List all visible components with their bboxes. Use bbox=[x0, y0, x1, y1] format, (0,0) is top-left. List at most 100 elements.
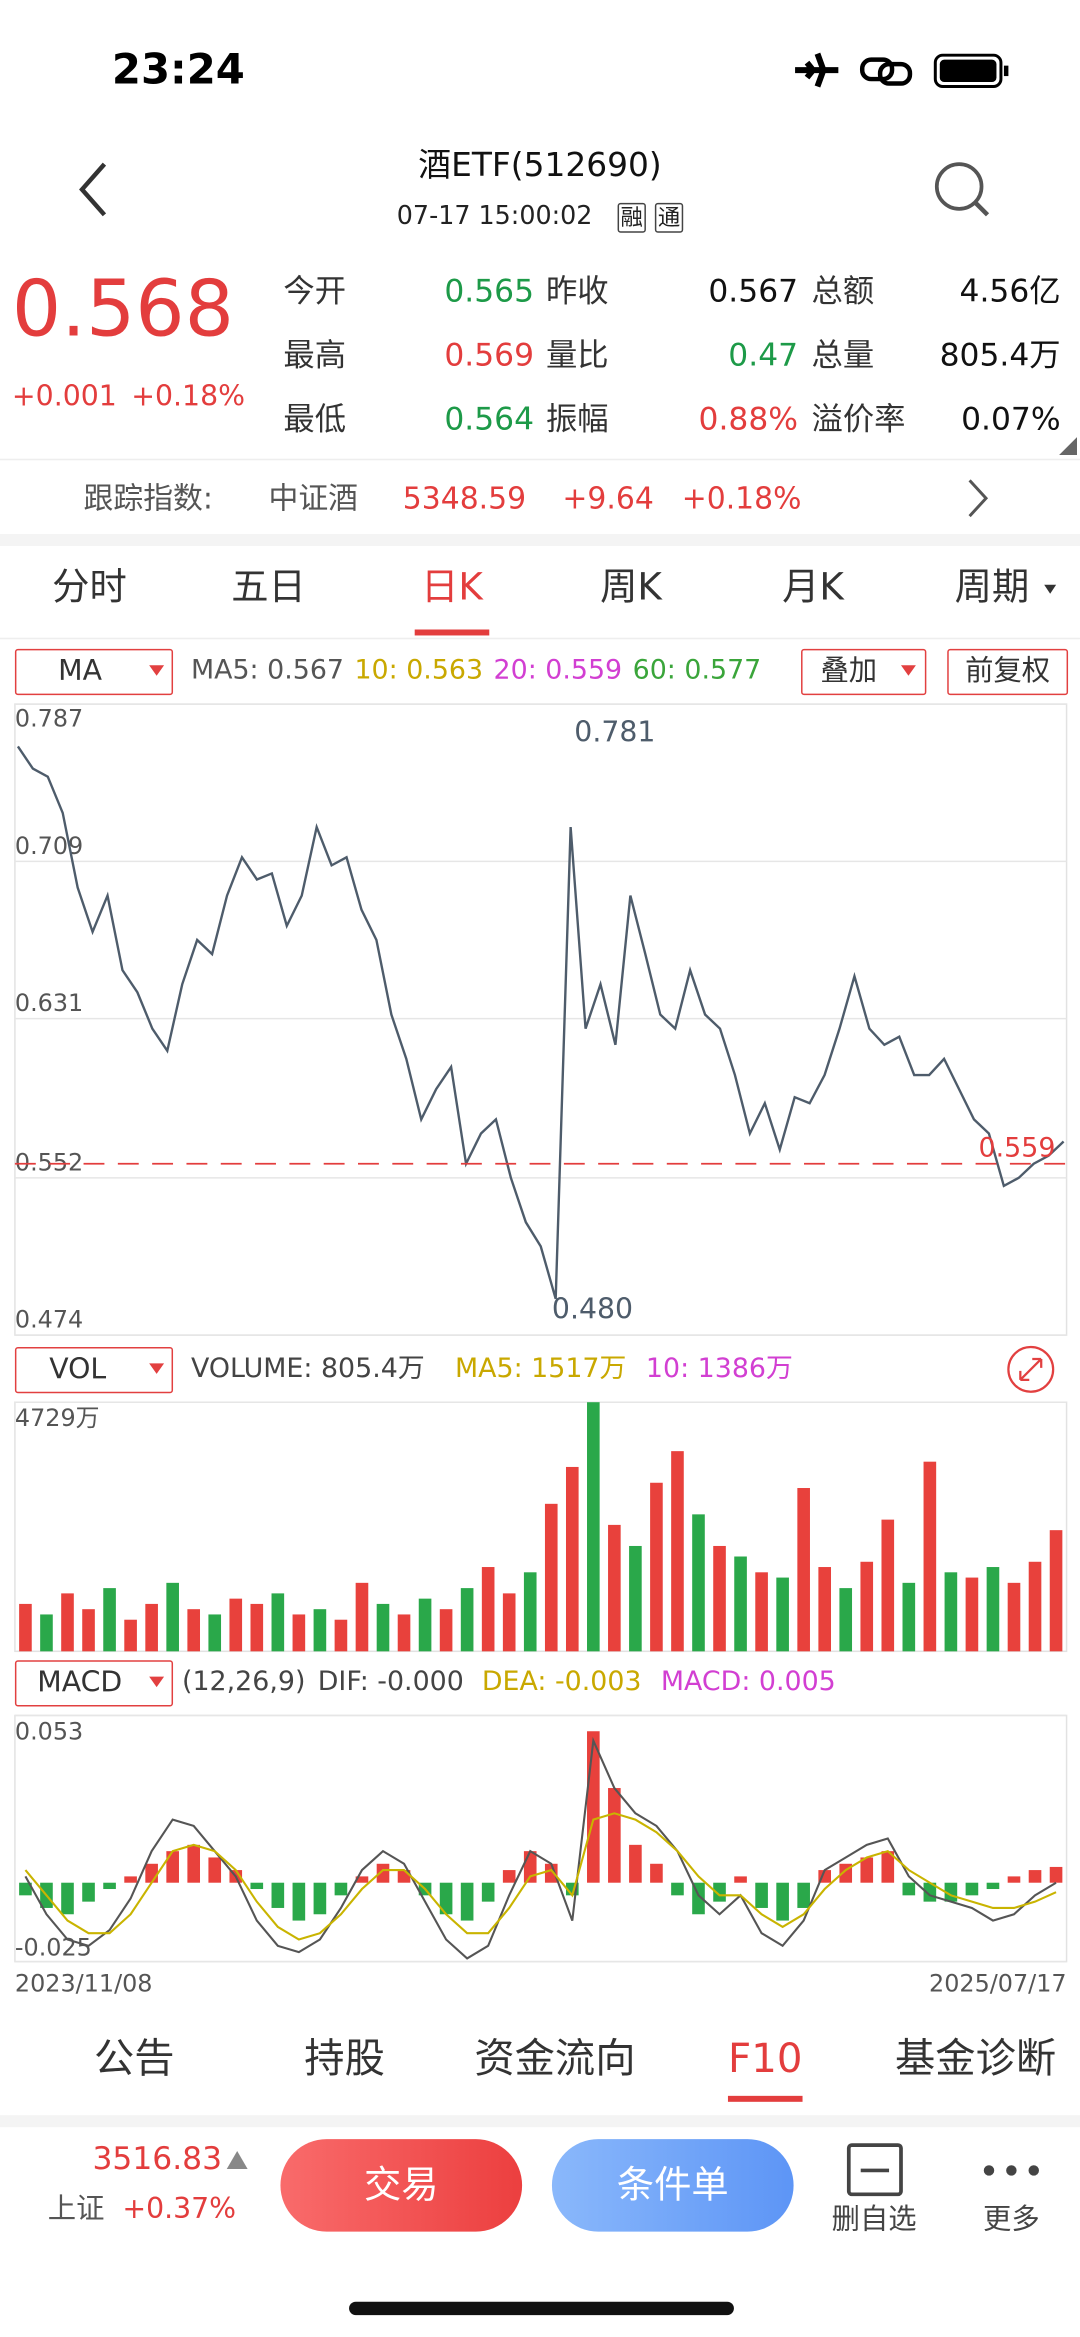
volume-bar bbox=[944, 1572, 958, 1652]
vol-selector[interactable]: VOL bbox=[14, 1347, 174, 1394]
period-tab[interactable]: 日K bbox=[421, 565, 483, 609]
ma-value: MA5: 0.567 bbox=[190, 655, 345, 687]
stat-label: 振幅 bbox=[545, 401, 609, 438]
battery-icon bbox=[933, 53, 1003, 89]
y-tick-label: 0.709 bbox=[15, 832, 83, 860]
more-dot bbox=[1028, 2165, 1039, 2176]
volume-bar bbox=[818, 1567, 832, 1652]
macd-bar bbox=[1049, 1866, 1063, 1883]
condition-button[interactable] bbox=[551, 2139, 794, 2232]
index-chevron[interactable] bbox=[968, 479, 989, 518]
volume-bar bbox=[587, 1402, 600, 1652]
volume-ma10: 10: 1386万 bbox=[645, 1353, 793, 1385]
macd-bar bbox=[481, 1882, 495, 1902]
battery-level bbox=[939, 59, 997, 83]
volume-bar bbox=[187, 1609, 201, 1652]
period-tab[interactable]: 周期 bbox=[954, 565, 1030, 609]
macd-selector[interactable]: MACD bbox=[14, 1660, 174, 1707]
remove-label[interactable]: 删自选 bbox=[831, 2202, 917, 2236]
stat-value: 0.565 bbox=[444, 273, 535, 310]
search-button[interactable] bbox=[934, 162, 984, 211]
volume-value: VOLUME: 805.4万 bbox=[190, 1353, 425, 1385]
index-name[interactable]: 中证酒 bbox=[268, 480, 359, 517]
volume-bar bbox=[523, 1572, 537, 1652]
bottom-tab[interactable]: 持股 bbox=[304, 2035, 385, 2083]
volume-bar bbox=[902, 1582, 916, 1652]
period-tab[interactable]: 分时 bbox=[52, 565, 127, 609]
volume-bar bbox=[313, 1609, 327, 1652]
search-handle bbox=[973, 201, 990, 217]
bottom-tab[interactable]: 资金流向 bbox=[474, 2035, 636, 2083]
period-tab[interactable]: 月K bbox=[782, 565, 844, 609]
macd-bar bbox=[608, 1788, 621, 1883]
macd-bar bbox=[103, 1882, 116, 1890]
expand-button[interactable] bbox=[1007, 1345, 1055, 1393]
macd-dif: DIF: -0.000 bbox=[317, 1666, 464, 1698]
volume-ma5: MA5: 1517万 bbox=[454, 1353, 627, 1385]
period-tab[interactable]: 周K bbox=[600, 565, 662, 609]
volume-bar bbox=[124, 1619, 137, 1652]
macd-bar bbox=[502, 1870, 516, 1883]
remove-icon[interactable] bbox=[846, 2143, 903, 2197]
macd-bar bbox=[439, 1882, 453, 1915]
ma-selector[interactable]: MA bbox=[14, 648, 174, 696]
price-change: +0.001 bbox=[11, 379, 117, 413]
divider-band bbox=[0, 2115, 1080, 2128]
dropdown-arrow bbox=[149, 1676, 165, 1688]
home-indicator bbox=[349, 2301, 734, 2316]
volume-bar bbox=[166, 1582, 179, 1652]
y-tick-label: 0.787 bbox=[15, 704, 83, 732]
high-label: 0.781 bbox=[574, 715, 655, 748]
macd-bar bbox=[650, 1863, 663, 1883]
volume-bar bbox=[923, 1461, 937, 1652]
bottom-tab[interactable]: 基金诊断 bbox=[895, 2035, 1057, 2083]
trade-button[interactable] bbox=[280, 2139, 523, 2232]
macd-bar bbox=[145, 1863, 158, 1883]
y-tick-label: 4729万 bbox=[15, 1404, 100, 1432]
y-tick-label: 0.474 bbox=[15, 1306, 83, 1334]
stat-label: 总额 bbox=[811, 273, 875, 310]
period-tab[interactable]: 五日 bbox=[231, 565, 306, 609]
volume-bar bbox=[19, 1603, 32, 1652]
condition-label[interactable]: 条件单 bbox=[616, 2162, 729, 2207]
stat-label: 量比 bbox=[545, 337, 609, 374]
macd-bar bbox=[671, 1882, 684, 1896]
volume-bar bbox=[713, 1545, 726, 1652]
trade-label[interactable]: 交易 bbox=[363, 2162, 439, 2207]
macd-dea: DEA: -0.003 bbox=[481, 1666, 642, 1698]
ma-value: 20: 0.559 bbox=[493, 655, 623, 687]
volume-bar bbox=[671, 1451, 684, 1652]
low-label: 0.480 bbox=[552, 1293, 633, 1326]
timestamp: 07-17 15:00:02 bbox=[396, 201, 593, 231]
macd-bar bbox=[82, 1882, 95, 1902]
macd-macd: MACD: 0.005 bbox=[660, 1666, 836, 1698]
bottom-tab[interactable]: 公告 bbox=[93, 2035, 175, 2083]
macd-params: (12,26,9) bbox=[181, 1666, 306, 1698]
volume-bar bbox=[860, 1561, 874, 1652]
overlay-selector[interactable]: 叠加 bbox=[801, 648, 927, 696]
volume-bar bbox=[397, 1614, 411, 1652]
volume-bar bbox=[334, 1619, 348, 1652]
volume-bar bbox=[103, 1588, 116, 1652]
macd-bar bbox=[1007, 1876, 1021, 1883]
stat-label: 昨收 bbox=[545, 273, 609, 310]
back-button[interactable] bbox=[79, 162, 107, 217]
y-tick-label: 0.631 bbox=[15, 989, 83, 1017]
volume-bar bbox=[145, 1603, 158, 1652]
macd-bar bbox=[271, 1882, 285, 1908]
stat-label: 今开 bbox=[283, 273, 347, 310]
dropdown-arrow bbox=[900, 665, 916, 676]
macd-bar bbox=[776, 1882, 789, 1921]
stat-value: 805.4万 bbox=[939, 337, 1061, 374]
bottom-tab[interactable]: F10 bbox=[728, 2035, 803, 2083]
stat-value: 0.07% bbox=[961, 401, 1061, 438]
more-label[interactable]: 更多 bbox=[983, 2202, 1040, 2236]
battery-tip bbox=[1003, 65, 1009, 77]
macd-bar bbox=[208, 1857, 222, 1883]
more-dot[interactable] bbox=[983, 2165, 995, 2176]
adjust-selector[interactable]: 前复权 bbox=[947, 648, 1069, 696]
footer-index-change: +0.37% bbox=[122, 2192, 237, 2226]
index-change: +9.64 bbox=[562, 480, 654, 517]
stat-value: 0.569 bbox=[444, 337, 535, 374]
